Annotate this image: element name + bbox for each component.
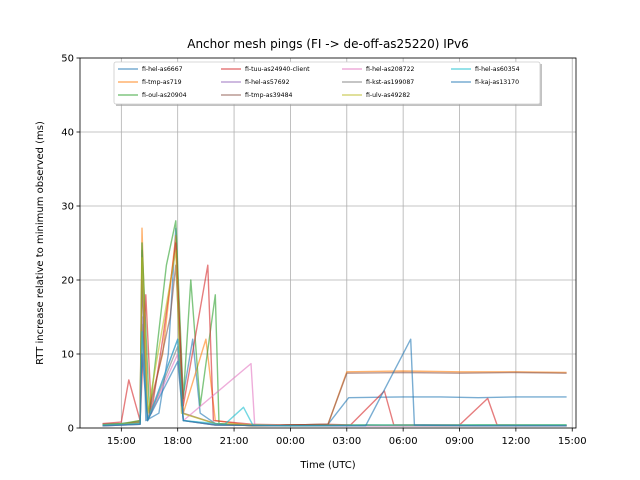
y-axis-label: RTT increase relative to minimum observe… <box>35 121 46 365</box>
y-tick-label: 10 <box>61 350 74 361</box>
legend-label: fi-kaj-as13170 <box>475 79 519 86</box>
y-tick-label: 40 <box>61 128 74 139</box>
series-line-fi-kaj-as13170 <box>102 338 567 427</box>
legend-label: fi-hel-as208722 <box>366 66 415 73</box>
legend-label: fi-oul-as20904 <box>142 92 187 99</box>
x-tick-label: 06:00 <box>389 436 418 447</box>
x-tick-label: 09:00 <box>445 436 474 447</box>
legend-label: fi-tuu-as24940-client <box>245 66 310 73</box>
y-tick-label: 20 <box>61 276 74 287</box>
x-tick-label: 18:00 <box>163 436 192 447</box>
series-layer <box>102 220 567 427</box>
x-tick-label: 21:00 <box>220 436 249 447</box>
x-axis-label: Time (UTC) <box>299 460 355 471</box>
legend-box <box>113 61 541 105</box>
legend-label: fi-hel-as57692 <box>245 79 290 86</box>
legend-label: fi-hel-as60354 <box>475 66 520 73</box>
chart-title: Anchor mesh pings (FI -> de-off-as25220)… <box>187 37 469 51</box>
y-tick-label: 30 <box>61 202 74 213</box>
legend-label: fi-tmp-as39484 <box>245 92 293 99</box>
x-axis: 15:00 18:00 21:00 00:00 03:00 06:00 09:00 12:00… <box>107 428 587 447</box>
legend-label: fi-hel-as6667 <box>142 66 183 73</box>
x-tick-label: 15:00 <box>107 436 136 447</box>
y-tick-label: 0 <box>68 424 74 435</box>
legend-label: fi-kst-as199087 <box>366 79 414 86</box>
y-axis: 0 10 20 30 40 50 <box>61 54 80 435</box>
x-tick-label: 15:00 <box>558 436 587 447</box>
legend-label: fi-ulv-as49282 <box>366 92 410 99</box>
x-tick-label: 12:00 <box>501 436 530 447</box>
legend: fi-hel-as6667 fi-tmp-as719 fi-oul-as20904 f… <box>113 61 542 106</box>
x-tick-label: 03:00 <box>332 436 361 447</box>
x-tick-label: 00:00 <box>276 436 305 447</box>
plot-frame <box>79 57 577 429</box>
y-tick-label: 50 <box>61 54 74 65</box>
legend-label: fi-tmp-as719 <box>142 79 182 86</box>
